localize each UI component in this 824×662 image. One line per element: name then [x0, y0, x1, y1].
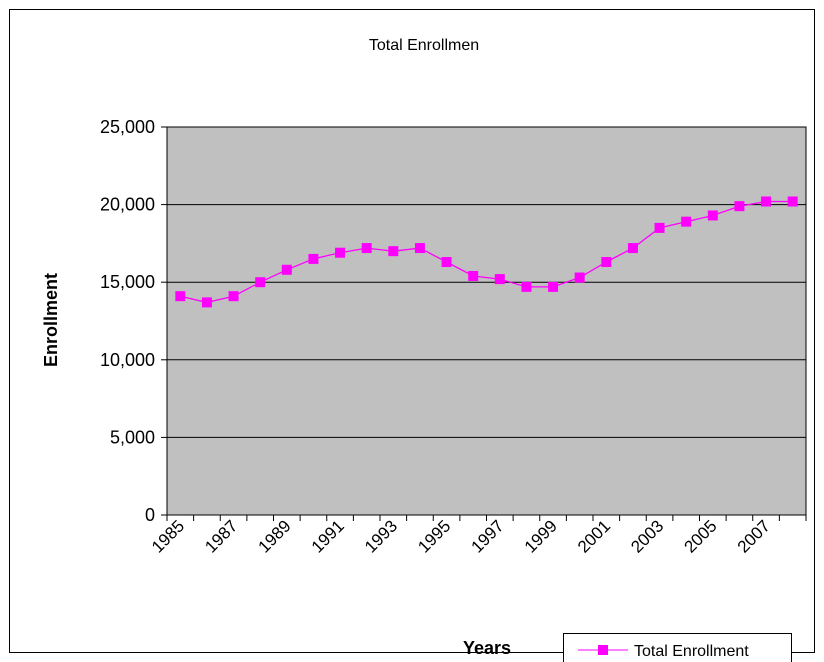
plot-background [166, 126, 807, 516]
y-tick-label: 20,000 [100, 195, 155, 215]
data-point-marker [761, 196, 772, 207]
data-point-marker [601, 257, 612, 268]
data-point-marker [681, 216, 692, 227]
data-point-marker [521, 281, 532, 292]
legend-marker [598, 645, 608, 655]
data-point-marker [308, 253, 319, 264]
data-point-marker [494, 274, 505, 285]
data-point-marker [627, 243, 638, 254]
y-tick-label: 25,000 [100, 117, 155, 137]
data-point-marker [335, 247, 346, 258]
data-point-marker [734, 201, 745, 212]
y-tick-label: 5,000 [110, 427, 155, 447]
x-axis-title: Years [463, 638, 511, 658]
data-point-marker [468, 270, 479, 281]
legend: Total Enrollment [563, 633, 792, 662]
data-point-marker [707, 210, 718, 221]
chart-title: Total Enrollmen [369, 37, 479, 54]
y-axis-title: Enrollment [41, 273, 61, 367]
data-point-marker [388, 246, 399, 257]
data-point-marker [441, 257, 452, 268]
data-point-marker [414, 243, 425, 254]
data-point-marker [787, 196, 798, 207]
data-point-marker [574, 272, 585, 283]
y-tick-label: 0 [145, 505, 155, 525]
legend-label: Total Enrollment [634, 643, 749, 660]
y-tick-label: 15,000 [100, 272, 155, 292]
data-point-marker [175, 291, 186, 302]
data-point-marker [654, 222, 665, 233]
data-point-marker [281, 264, 292, 275]
data-point-marker [255, 277, 266, 288]
data-point-marker [201, 297, 212, 308]
data-point-marker [228, 291, 239, 302]
data-point-marker [361, 243, 372, 254]
y-tick-label: 10,000 [100, 350, 155, 370]
data-point-marker [548, 281, 559, 292]
